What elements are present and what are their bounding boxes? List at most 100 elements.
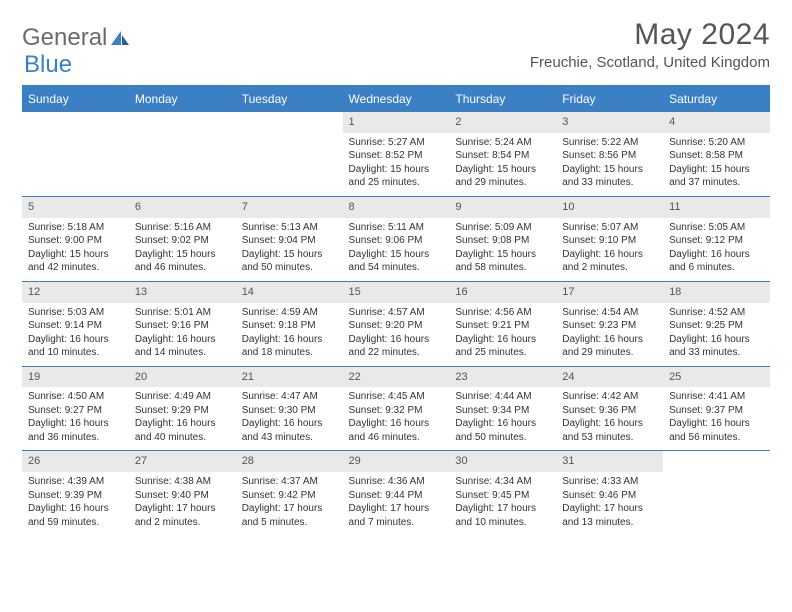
day-number: 13 <box>129 282 236 303</box>
calendar-cell: 14Sunrise: 4:59 AMSunset: 9:18 PMDayligh… <box>236 281 343 366</box>
day-body: Sunrise: 5:18 AMSunset: 9:00 PMDaylight:… <box>22 218 129 281</box>
daylight-text: Daylight: 15 hours and 50 minutes. <box>242 248 337 275</box>
weekday-header: Sunday <box>22 86 129 112</box>
day-number: 22 <box>343 367 450 388</box>
sunrise-text: Sunrise: 4:56 AM <box>455 306 550 320</box>
weekday-header: Wednesday <box>343 86 450 112</box>
sunrise-text: Sunrise: 4:57 AM <box>349 306 444 320</box>
calendar-cell: 31Sunrise: 4:33 AMSunset: 9:46 PMDayligh… <box>556 451 663 535</box>
daylight-text: Daylight: 16 hours and 29 minutes. <box>562 333 657 360</box>
sunset-text: Sunset: 9:10 PM <box>562 234 657 248</box>
day-number: 15 <box>343 282 450 303</box>
day-body: Sunrise: 5:27 AMSunset: 8:52 PMDaylight:… <box>343 133 450 196</box>
sunrise-text: Sunrise: 4:34 AM <box>455 475 550 489</box>
logo-text-blue: Blue <box>24 51 72 78</box>
month-title: May 2024 <box>530 18 770 52</box>
sunrise-text: Sunrise: 4:59 AM <box>242 306 337 320</box>
day-number: 28 <box>236 451 343 472</box>
sunrise-text: Sunrise: 4:37 AM <box>242 475 337 489</box>
day-body: Sunrise: 5:20 AMSunset: 8:58 PMDaylight:… <box>663 133 770 196</box>
sunrise-text: Sunrise: 5:27 AM <box>349 136 444 150</box>
calendar-cell: 13Sunrise: 5:01 AMSunset: 9:16 PMDayligh… <box>129 281 236 366</box>
sunset-text: Sunset: 9:25 PM <box>669 319 764 333</box>
calendar-row: 5Sunrise: 5:18 AMSunset: 9:00 PMDaylight… <box>22 196 770 281</box>
day-number: 11 <box>663 197 770 218</box>
daylight-text: Daylight: 17 hours and 10 minutes. <box>455 502 550 529</box>
day-body: Sunrise: 5:01 AMSunset: 9:16 PMDaylight:… <box>129 303 236 366</box>
day-number: 21 <box>236 367 343 388</box>
day-body: Sunrise: 4:42 AMSunset: 9:36 PMDaylight:… <box>556 387 663 450</box>
day-body: Sunrise: 5:24 AMSunset: 8:54 PMDaylight:… <box>449 133 556 196</box>
sunset-text: Sunset: 9:36 PM <box>562 404 657 418</box>
sunrise-text: Sunrise: 4:44 AM <box>455 390 550 404</box>
sunrise-text: Sunrise: 4:47 AM <box>242 390 337 404</box>
weekday-header: Monday <box>129 86 236 112</box>
calendar-cell: 10Sunrise: 5:07 AMSunset: 9:10 PMDayligh… <box>556 196 663 281</box>
sunset-text: Sunset: 9:30 PM <box>242 404 337 418</box>
calendar-cell: 6Sunrise: 5:16 AMSunset: 9:02 PMDaylight… <box>129 196 236 281</box>
day-number: 14 <box>236 282 343 303</box>
calendar-cell: 4Sunrise: 5:20 AMSunset: 8:58 PMDaylight… <box>663 112 770 197</box>
calendar-row: 1Sunrise: 5:27 AMSunset: 8:52 PMDaylight… <box>22 112 770 197</box>
day-body: Sunrise: 4:33 AMSunset: 9:46 PMDaylight:… <box>556 472 663 535</box>
day-body: Sunrise: 4:37 AMSunset: 9:42 PMDaylight:… <box>236 472 343 535</box>
daylight-text: Daylight: 16 hours and 10 minutes. <box>28 333 123 360</box>
day-number: 23 <box>449 367 556 388</box>
sunset-text: Sunset: 8:56 PM <box>562 149 657 163</box>
day-body: Sunrise: 5:03 AMSunset: 9:14 PMDaylight:… <box>22 303 129 366</box>
sunrise-text: Sunrise: 5:05 AM <box>669 221 764 235</box>
calendar-cell: 1Sunrise: 5:27 AMSunset: 8:52 PMDaylight… <box>343 112 450 197</box>
calendar-cell-empty <box>663 451 770 535</box>
sunset-text: Sunset: 8:54 PM <box>455 149 550 163</box>
calendar-cell: 30Sunrise: 4:34 AMSunset: 9:45 PMDayligh… <box>449 451 556 535</box>
sunrise-text: Sunrise: 5:11 AM <box>349 221 444 235</box>
sunrise-text: Sunrise: 5:22 AM <box>562 136 657 150</box>
calendar-cell: 24Sunrise: 4:42 AMSunset: 9:36 PMDayligh… <box>556 366 663 451</box>
calendar-cell: 26Sunrise: 4:39 AMSunset: 9:39 PMDayligh… <box>22 451 129 535</box>
sunset-text: Sunset: 8:58 PM <box>669 149 764 163</box>
sunset-text: Sunset: 8:52 PM <box>349 149 444 163</box>
sunrise-text: Sunrise: 5:24 AM <box>455 136 550 150</box>
calendar-cell: 3Sunrise: 5:22 AMSunset: 8:56 PMDaylight… <box>556 112 663 197</box>
daylight-text: Daylight: 15 hours and 58 minutes. <box>455 248 550 275</box>
sunrise-text: Sunrise: 4:38 AM <box>135 475 230 489</box>
sunset-text: Sunset: 9:46 PM <box>562 489 657 503</box>
day-number: 5 <box>22 197 129 218</box>
day-body: Sunrise: 5:09 AMSunset: 9:08 PMDaylight:… <box>449 218 556 281</box>
day-number: 8 <box>343 197 450 218</box>
sunset-text: Sunset: 9:14 PM <box>28 319 123 333</box>
calendar-cell: 22Sunrise: 4:45 AMSunset: 9:32 PMDayligh… <box>343 366 450 451</box>
daylight-text: Daylight: 16 hours and 14 minutes. <box>135 333 230 360</box>
day-number: 17 <box>556 282 663 303</box>
day-body: Sunrise: 4:56 AMSunset: 9:21 PMDaylight:… <box>449 303 556 366</box>
day-number: 30 <box>449 451 556 472</box>
sunrise-text: Sunrise: 5:03 AM <box>28 306 123 320</box>
sunrise-text: Sunrise: 4:54 AM <box>562 306 657 320</box>
day-number: 4 <box>663 112 770 133</box>
day-number: 20 <box>129 367 236 388</box>
day-body: Sunrise: 4:38 AMSunset: 9:40 PMDaylight:… <box>129 472 236 535</box>
day-body: Sunrise: 5:11 AMSunset: 9:06 PMDaylight:… <box>343 218 450 281</box>
sunrise-text: Sunrise: 4:52 AM <box>669 306 764 320</box>
calendar-cell: 15Sunrise: 4:57 AMSunset: 9:20 PMDayligh… <box>343 281 450 366</box>
sunset-text: Sunset: 9:08 PM <box>455 234 550 248</box>
daylight-text: Daylight: 15 hours and 29 minutes. <box>455 163 550 190</box>
calendar-cell: 16Sunrise: 4:56 AMSunset: 9:21 PMDayligh… <box>449 281 556 366</box>
sunset-text: Sunset: 9:37 PM <box>669 404 764 418</box>
day-number: 18 <box>663 282 770 303</box>
day-body: Sunrise: 4:34 AMSunset: 9:45 PMDaylight:… <box>449 472 556 535</box>
daylight-text: Daylight: 15 hours and 42 minutes. <box>28 248 123 275</box>
calendar-head: SundayMondayTuesdayWednesdayThursdayFrid… <box>22 86 770 112</box>
day-number: 12 <box>22 282 129 303</box>
weekday-row: SundayMondayTuesdayWednesdayThursdayFrid… <box>22 86 770 112</box>
sunrise-text: Sunrise: 5:01 AM <box>135 306 230 320</box>
calendar-cell-empty <box>236 112 343 197</box>
day-number: 3 <box>556 112 663 133</box>
sunset-text: Sunset: 9:27 PM <box>28 404 123 418</box>
sunrise-text: Sunrise: 5:13 AM <box>242 221 337 235</box>
sunrise-text: Sunrise: 4:33 AM <box>562 475 657 489</box>
day-body: Sunrise: 5:22 AMSunset: 8:56 PMDaylight:… <box>556 133 663 196</box>
sunset-text: Sunset: 9:40 PM <box>135 489 230 503</box>
weekday-header: Saturday <box>663 86 770 112</box>
day-number: 25 <box>663 367 770 388</box>
